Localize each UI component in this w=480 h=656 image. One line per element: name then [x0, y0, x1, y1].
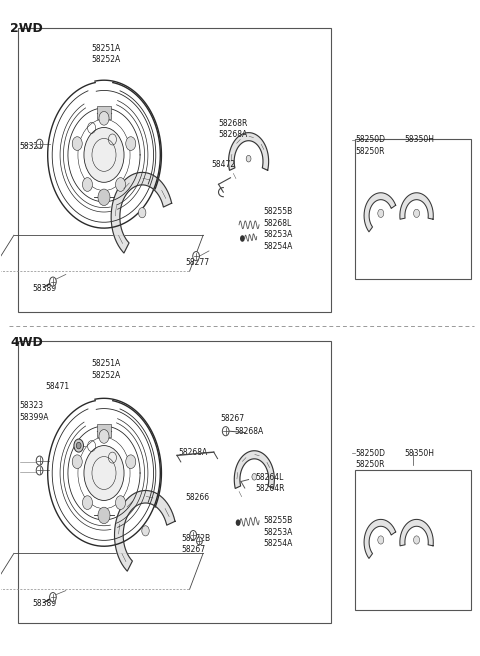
- Circle shape: [378, 209, 384, 218]
- Text: 58267: 58267: [220, 414, 244, 423]
- Text: 4WD: 4WD: [10, 336, 43, 349]
- Text: 58389: 58389: [33, 599, 57, 608]
- Polygon shape: [400, 520, 433, 546]
- Circle shape: [98, 507, 110, 523]
- Circle shape: [378, 536, 384, 544]
- Text: 58268A: 58268A: [178, 448, 207, 457]
- Circle shape: [83, 496, 93, 510]
- Circle shape: [142, 525, 149, 536]
- Text: 58266: 58266: [185, 493, 209, 502]
- Bar: [97, 106, 111, 119]
- Circle shape: [83, 178, 93, 192]
- Text: 58472: 58472: [211, 160, 236, 169]
- Bar: [355, 470, 471, 610]
- Circle shape: [74, 439, 84, 452]
- Text: 58268A: 58268A: [234, 427, 264, 436]
- Text: 58255B
58268L
58253A
58254A: 58255B 58268L 58253A 58254A: [263, 207, 292, 251]
- Polygon shape: [364, 520, 396, 558]
- Bar: [18, 28, 331, 312]
- Bar: [18, 341, 331, 623]
- Bar: [97, 424, 111, 438]
- Circle shape: [72, 455, 82, 468]
- Text: 58272B
58267: 58272B 58267: [182, 534, 211, 554]
- Polygon shape: [400, 193, 433, 219]
- Circle shape: [99, 430, 109, 443]
- Polygon shape: [228, 133, 269, 171]
- Circle shape: [116, 178, 126, 192]
- Bar: [355, 138, 471, 279]
- Polygon shape: [234, 451, 275, 489]
- Circle shape: [99, 112, 109, 125]
- Circle shape: [252, 474, 257, 480]
- Circle shape: [126, 455, 136, 468]
- Circle shape: [76, 442, 81, 449]
- Text: 2WD: 2WD: [10, 22, 43, 35]
- Text: 58323
58399A: 58323 58399A: [20, 401, 49, 422]
- Polygon shape: [364, 193, 396, 232]
- Circle shape: [116, 496, 126, 510]
- Circle shape: [240, 236, 245, 242]
- Circle shape: [197, 537, 202, 545]
- Circle shape: [414, 536, 420, 544]
- Text: 58255B
58253A
58254A: 58255B 58253A 58254A: [263, 516, 292, 548]
- Text: 58251A
58252A: 58251A 58252A: [92, 359, 121, 380]
- Text: 58264L
58264R: 58264L 58264R: [255, 473, 285, 493]
- Circle shape: [126, 136, 136, 150]
- Circle shape: [98, 189, 110, 205]
- Circle shape: [36, 139, 43, 148]
- Text: 58277: 58277: [185, 258, 209, 267]
- Circle shape: [72, 136, 82, 150]
- Circle shape: [414, 209, 420, 218]
- Text: 58250D
58250R: 58250D 58250R: [356, 135, 385, 155]
- Text: 58323: 58323: [20, 142, 44, 152]
- Polygon shape: [115, 491, 175, 571]
- Circle shape: [84, 127, 124, 182]
- Text: 58250D
58250R: 58250D 58250R: [356, 449, 385, 469]
- Circle shape: [84, 445, 124, 501]
- Circle shape: [236, 520, 240, 526]
- Circle shape: [222, 426, 229, 436]
- Text: 58268R
58268A: 58268R 58268A: [218, 119, 248, 140]
- Text: 58350H: 58350H: [405, 449, 435, 458]
- Circle shape: [246, 155, 251, 162]
- Polygon shape: [111, 173, 172, 253]
- Text: 58471: 58471: [45, 382, 70, 390]
- Circle shape: [36, 466, 43, 475]
- Circle shape: [138, 207, 146, 218]
- Circle shape: [36, 456, 43, 465]
- Circle shape: [49, 592, 56, 602]
- Text: 58251A
58252A: 58251A 58252A: [92, 44, 121, 64]
- Circle shape: [190, 531, 197, 540]
- Circle shape: [193, 251, 199, 260]
- Text: 58350H: 58350H: [405, 135, 435, 144]
- Circle shape: [49, 277, 56, 286]
- Text: 58389: 58389: [33, 283, 57, 293]
